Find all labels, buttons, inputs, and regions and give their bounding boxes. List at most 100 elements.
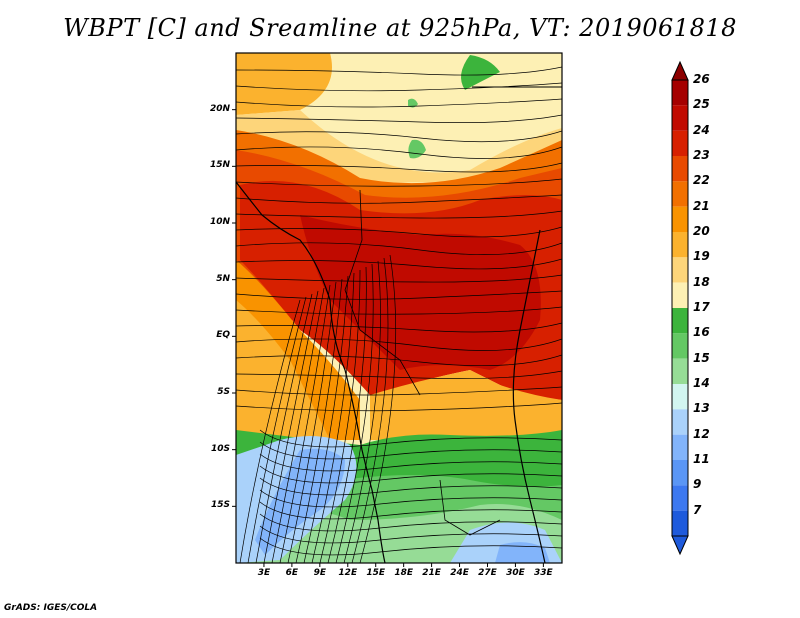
streamline-south (259, 441, 562, 460)
streamline-zonal (236, 258, 562, 270)
streamline-southwest (271, 287, 325, 563)
streamline-zonal (236, 66, 562, 76)
lon-label: 3E (257, 568, 271, 578)
streamline-southwest (247, 296, 307, 563)
field-green-patch-n2 (408, 98, 418, 108)
colorbar-label: 20 (693, 224, 710, 238)
colorbar-bottom-arrow (671, 535, 689, 556)
lon-label: 18E (394, 568, 413, 578)
footer-credit: GrADS: IGES/COLA (4, 603, 98, 613)
streamline-south (259, 537, 562, 556)
lat-label: 5S (217, 387, 230, 397)
colorbar-label: 11 (693, 452, 710, 466)
streamline-zonal (236, 354, 562, 367)
streamline-south (259, 489, 562, 508)
streamline-zonal (236, 114, 562, 123)
colorbar-segment (672, 282, 688, 308)
colorbar-label: 23 (693, 148, 710, 162)
colorbar-segment (672, 485, 688, 511)
colorbar-label: 18 (693, 274, 710, 289)
streamline-zonal (236, 210, 562, 219)
colorbar-segment (672, 460, 688, 486)
map-field (236, 53, 562, 563)
streamline-south (259, 513, 562, 532)
colorbar-top-arrow (671, 60, 689, 81)
colorbar-segment (672, 409, 688, 435)
lon-label: 15E (366, 568, 386, 578)
streamline-zonal (236, 82, 562, 92)
colorbar-segment (672, 156, 688, 182)
streamline-southwest (239, 299, 301, 563)
streamline-south (259, 429, 562, 448)
streamline-zonal (236, 370, 562, 379)
streamline-zonal (236, 98, 562, 108)
streamline-southwest (255, 293, 313, 563)
lat-label: 5N (216, 273, 230, 284)
streamline-southwest (295, 278, 343, 563)
field-ocean-20 (236, 300, 330, 440)
streamline-south (259, 501, 562, 520)
colorbar-segment (672, 358, 688, 384)
streamline-zonal (236, 162, 562, 173)
streamline-southwest (327, 266, 367, 563)
border-lines (344, 189, 421, 396)
lon-label: 33E (534, 568, 553, 578)
streamline-south (259, 525, 562, 544)
lon-label: 6E (285, 568, 299, 578)
streamline-zonal (236, 274, 562, 283)
colorbar-frame (671, 79, 689, 537)
streamline-zonal (236, 146, 562, 159)
colorbar-label: 7 (693, 502, 702, 517)
streamline-zonal (236, 290, 562, 300)
streamline-southwest (319, 269, 361, 563)
lat-label: EQ (216, 330, 230, 341)
border-lines-south (439, 479, 501, 536)
colorbar-segment (672, 206, 688, 232)
lon-label: 12E (338, 568, 358, 578)
colorbar-segment (672, 232, 688, 258)
colorbar-label: 12 (693, 426, 710, 441)
lon-label: 30E (506, 568, 525, 578)
lat-label: 10S (210, 443, 230, 454)
streamline-zonal (236, 226, 562, 238)
colorbar (671, 60, 689, 556)
colorbar-label: 25 (693, 97, 710, 112)
lon-label: 27E (478, 568, 497, 578)
streamline-southwest (311, 272, 355, 563)
lon-label: 9E (313, 568, 327, 578)
coastline-east-lakes (512, 229, 546, 563)
colorbar-label: 14 (693, 376, 710, 390)
colorbar-segment (672, 181, 688, 207)
colorbar-label: 26 (693, 72, 710, 86)
lat-label: 20N (209, 103, 230, 114)
streamline-zonal (236, 402, 562, 412)
colorbar-segment (672, 80, 688, 106)
lat-label: 15N (209, 160, 230, 171)
colorbar-label: 21 (693, 198, 710, 213)
colorbar-segment (672, 333, 688, 359)
streamline-southwest (335, 263, 374, 563)
colorbar-segment (672, 257, 688, 283)
colorbar-label: 9 (693, 477, 702, 492)
axis-ticks (232, 109, 544, 567)
colorbar-label: 17 (693, 300, 710, 314)
streamline-zonal (236, 338, 562, 351)
colorbar-segment (672, 510, 688, 536)
field-band-25 (300, 215, 541, 370)
field-green-patch-n (408, 139, 426, 159)
streamline-southwest (303, 275, 349, 563)
colorbar-label: 19 (693, 249, 710, 264)
lon-label: 21E (422, 568, 441, 578)
streamline-zonal (236, 194, 562, 204)
colorbar-segment (672, 130, 688, 156)
colorbar-label: 13 (693, 401, 710, 416)
map-frame (235, 52, 563, 564)
colorbar-segment (672, 308, 688, 334)
streamline-zonal (236, 242, 562, 255)
streamline-south (259, 453, 562, 472)
coastline-west (236, 181, 386, 563)
streamline-zonal (236, 178, 562, 187)
streamline-zonal (236, 306, 562, 315)
colorbar-label: 15 (693, 350, 710, 365)
